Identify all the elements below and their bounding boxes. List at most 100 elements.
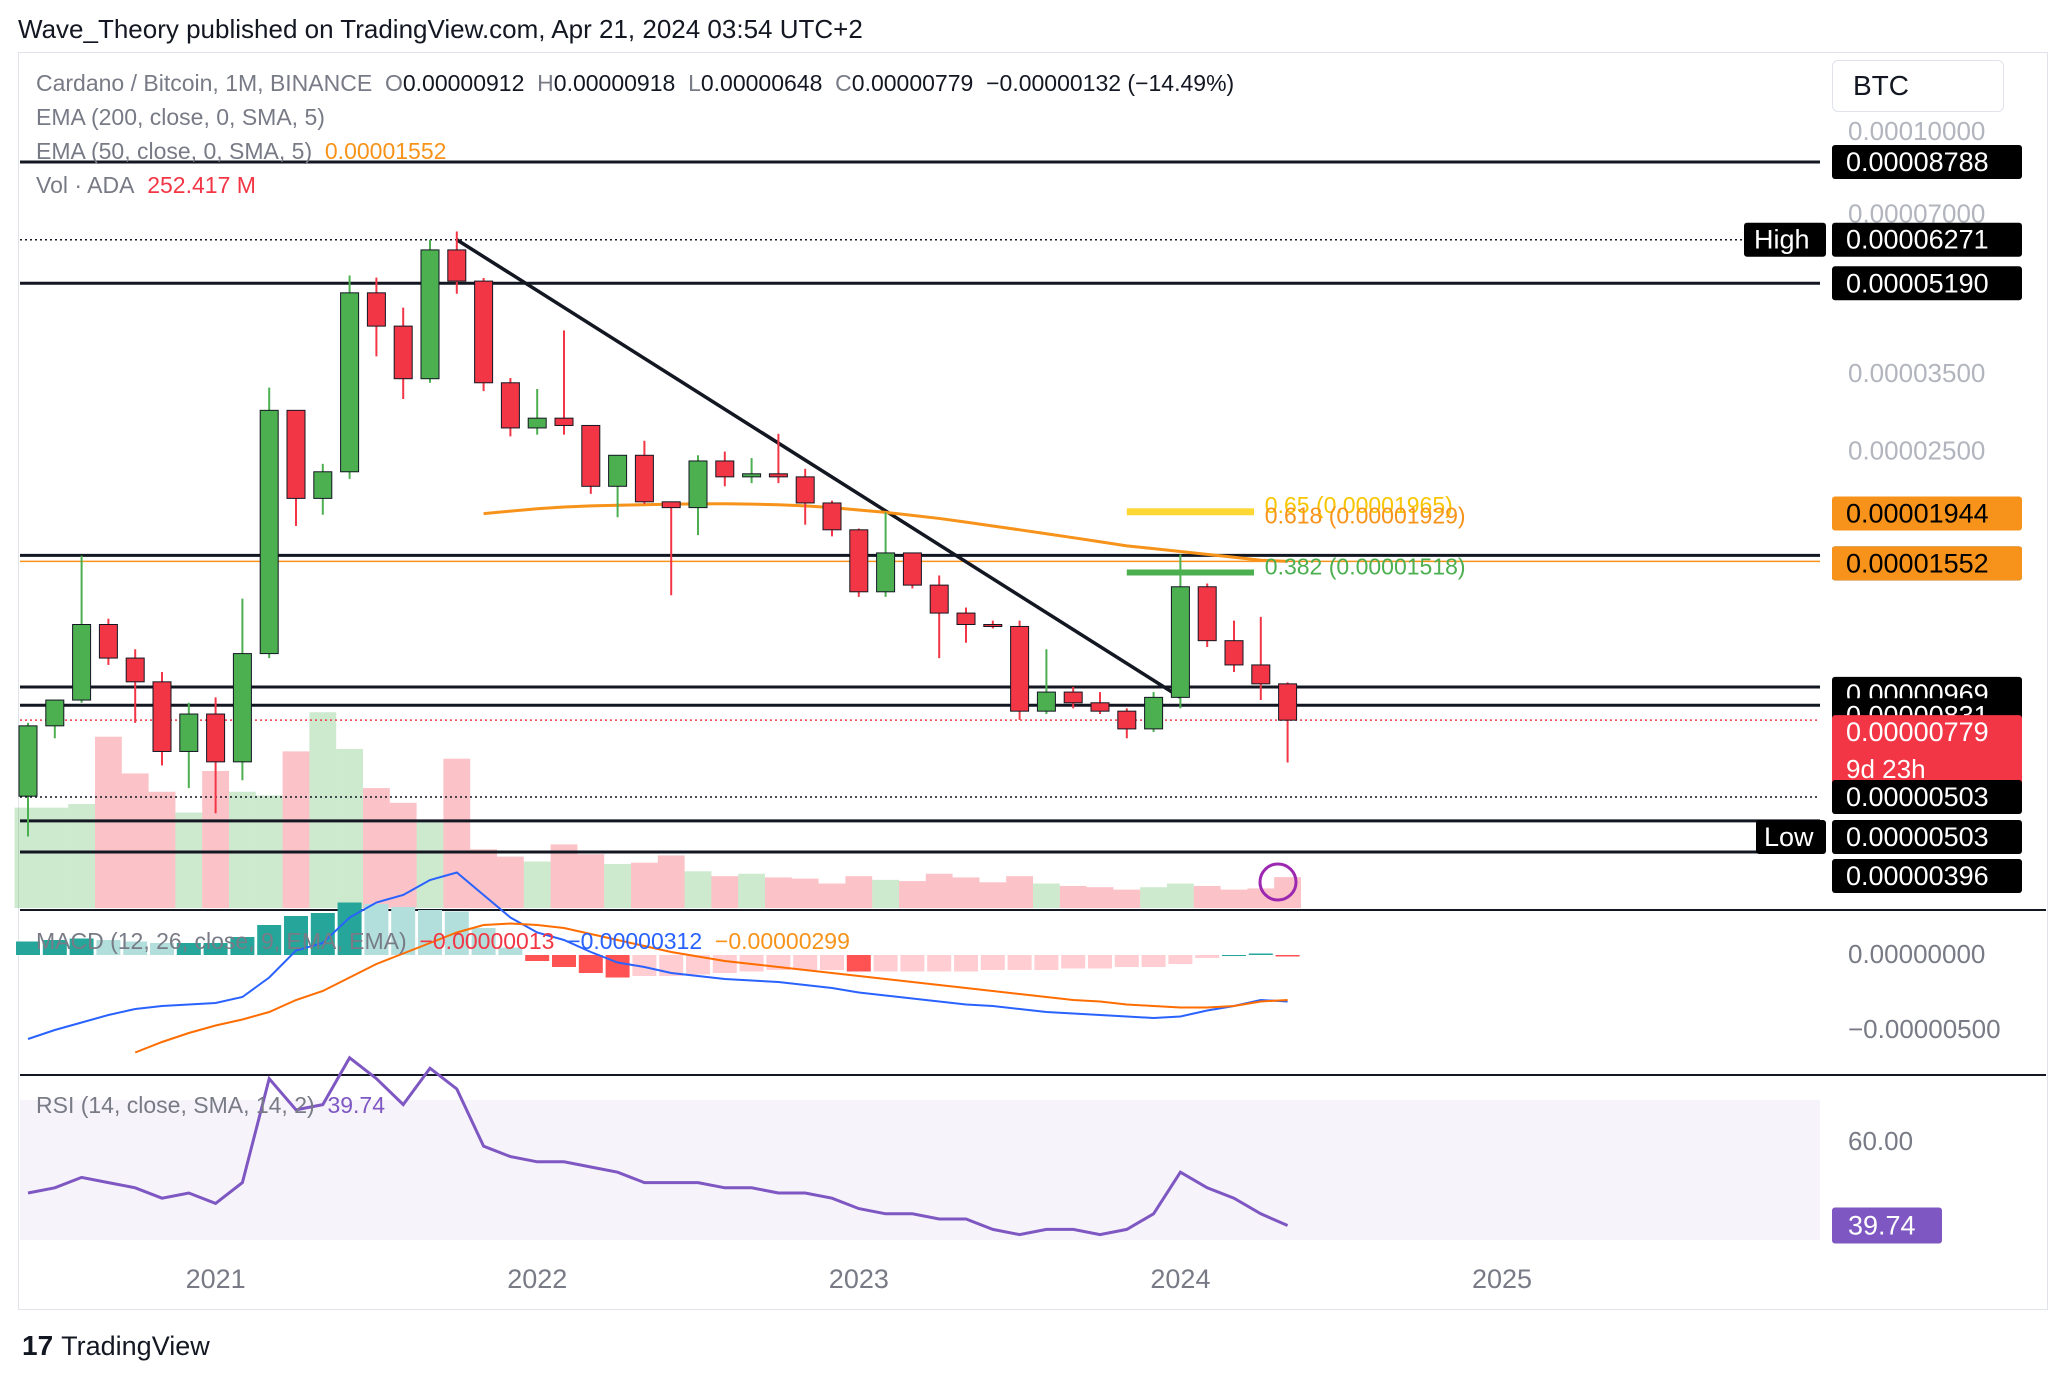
candle-body — [366, 292, 386, 327]
volume-bar — [979, 882, 1007, 908]
fib-618-band — [1126, 508, 1254, 516]
candle-body — [902, 552, 922, 586]
macd-histogram-bar — [230, 937, 255, 955]
candle-body — [152, 681, 172, 752]
candle-body — [420, 249, 440, 380]
low-label: L — [688, 70, 701, 96]
volume-bar — [952, 877, 980, 908]
fib-382-label: 0.382 (0.00001518) — [1265, 553, 1466, 579]
candle-body — [393, 325, 413, 380]
candle-body — [340, 292, 360, 473]
candle-body — [1063, 691, 1083, 704]
macd-histogram-bar — [337, 902, 362, 955]
candle-body — [232, 653, 252, 763]
currency-button[interactable]: BTC — [1832, 60, 2004, 112]
level-label-bg — [1832, 496, 2022, 531]
macd-histogram-bar — [176, 943, 201, 955]
tradingview-logo[interactable]: 17 TradingView — [22, 1330, 210, 1362]
volume-bar — [657, 855, 685, 908]
volume-bar — [1006, 876, 1033, 908]
price-axis-tick: 0.00002500 — [1848, 436, 1985, 466]
level-label: 0.00008788 — [1846, 147, 1989, 177]
candle-body — [1170, 586, 1190, 698]
macd-histogram-bar — [257, 925, 282, 955]
rsi-value: 39.74 — [327, 1092, 386, 1118]
volume-legend[interactable]: Vol · ADA 252.417 M — [36, 172, 256, 199]
volume-bar — [1140, 887, 1167, 908]
macd-histogram-bar — [42, 940, 67, 955]
macd-histogram-bar — [418, 910, 442, 955]
rsi-legend[interactable]: RSI (14, close, SMA, 14, 2) 39.74 — [36, 1092, 385, 1119]
volume-bar — [631, 862, 658, 908]
candle-body — [286, 409, 306, 499]
time-axis-tick: 2025 — [1472, 1264, 1532, 1294]
ohlc-legend: Cardano / Bitcoin, 1M, BINANCE O0.000009… — [36, 70, 1234, 97]
macd-hist-value: −0.00000013 — [419, 928, 555, 954]
candle-body — [1251, 664, 1271, 685]
volume-bar — [389, 802, 417, 908]
candle-body — [1117, 710, 1137, 730]
rsi-axis-tick: 60.00 — [1848, 1126, 1913, 1156]
ema50-price-label: 0.00001552 — [1846, 548, 1989, 578]
volume-bar — [1247, 888, 1275, 908]
high-value: 0.00000918 — [553, 70, 676, 96]
level-label-bg — [1832, 266, 2022, 301]
candle-body — [661, 501, 681, 509]
macd-histogram-bar — [552, 955, 576, 967]
macd-histogram-bar — [578, 955, 603, 973]
volume-bar — [523, 861, 551, 908]
time-axis-tick: 2024 — [1150, 1264, 1210, 1294]
candle-body — [1197, 586, 1217, 642]
candle-body — [206, 713, 226, 763]
high-tag: High — [1754, 225, 1810, 255]
ema200-legend[interactable]: EMA (200, close, 0, SMA, 5) — [36, 104, 325, 131]
macd-histogram-bar — [96, 940, 121, 955]
macd-axis-tick: −0.00000500 — [1848, 1014, 2001, 1044]
volume-bar — [765, 877, 792, 908]
candle-body — [742, 473, 762, 478]
candle-body — [715, 460, 735, 478]
price-axis-tick: 0.00010000 — [1848, 116, 1985, 146]
volume-bar — [899, 881, 926, 908]
macd-histogram-bar — [820, 955, 844, 970]
macd-histogram-bar — [150, 943, 174, 955]
candle-body — [983, 623, 1003, 627]
chart-frame — [18, 52, 2048, 1310]
macd-histogram-bar — [1168, 955, 1193, 964]
volume-bar — [1113, 889, 1141, 908]
candle-body — [634, 454, 654, 503]
macd-line-value: −0.00000312 — [567, 928, 703, 954]
rsi-value-label: 39.74 — [1848, 1211, 1916, 1241]
macd-histogram-bar — [632, 955, 657, 976]
macd-histogram-bar — [525, 955, 550, 961]
candle-body — [45, 699, 65, 727]
volume-bar — [229, 791, 256, 908]
volume-bar — [336, 748, 363, 908]
candle-body — [876, 552, 896, 593]
volume-bar — [818, 883, 846, 908]
time-axis-tick: 2021 — [186, 1264, 246, 1294]
volume-value: 252.417 M — [147, 172, 256, 198]
macd-legend[interactable]: MACD (12, 26, close, 9, EMA, EMA) −0.000… — [36, 928, 850, 955]
candle-body — [956, 612, 976, 625]
low-tag-bg — [1756, 820, 1826, 854]
candle-body — [125, 657, 145, 683]
ema50-value: 0.00001552 — [324, 138, 447, 164]
macd-histogram-bar — [1007, 955, 1032, 970]
volume-bar — [845, 876, 873, 908]
candle-body — [98, 623, 118, 659]
tradingview-brand-text: TradingView — [61, 1330, 210, 1361]
level-label: 0.00000396 — [1846, 861, 1989, 891]
macd-histogram-bar — [1141, 955, 1166, 967]
volume-bar — [175, 812, 203, 908]
tradingview-logo-icon: 17 — [22, 1330, 54, 1361]
volume-bar — [309, 712, 337, 908]
open-value: 0.00000912 — [402, 70, 525, 96]
high-label: H — [537, 70, 554, 96]
macd-histogram-bar — [391, 907, 416, 955]
level-label: 0.00000503 — [1846, 782, 1989, 812]
ema50-legend[interactable]: EMA (50, close, 0, SMA, 5) 0.00001552 — [36, 138, 446, 165]
downtrend-line — [455, 238, 1182, 699]
ema50-price-label-bg — [1832, 546, 2022, 581]
